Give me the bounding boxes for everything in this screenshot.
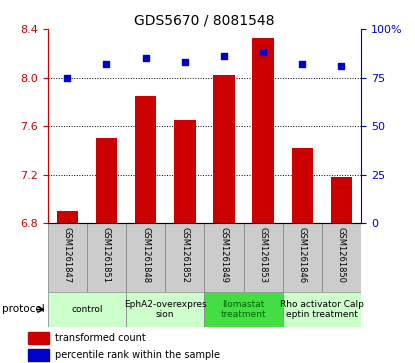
Bar (283, 292, 361, 327)
Text: GSM1261848: GSM1261848 (141, 227, 150, 283)
Point (221, 53, 227, 59)
Bar (165, 223, 204, 292)
Bar (205, 223, 244, 292)
Point (338, 63, 345, 69)
Bar (28, 349, 49, 361)
Bar (205, 292, 283, 327)
Point (103, 61, 110, 67)
Text: protocol: protocol (2, 305, 45, 314)
Bar (322, 223, 361, 292)
Bar (283, 223, 322, 292)
Bar (244, 223, 283, 292)
Text: Ilomastat
treatment: Ilomastat treatment (221, 300, 266, 319)
Bar (331, 177, 352, 223)
Text: control: control (71, 305, 103, 314)
Text: percentile rank within the sample: percentile rank within the sample (55, 350, 220, 360)
Text: GSM1261852: GSM1261852 (180, 227, 189, 283)
Bar (96, 138, 117, 223)
Bar (135, 96, 156, 223)
Text: GSM1261847: GSM1261847 (63, 227, 72, 283)
Bar (87, 223, 126, 292)
Bar (48, 223, 87, 292)
Bar (48, 292, 126, 327)
Text: transformed count: transformed count (55, 333, 146, 343)
Bar (291, 148, 313, 223)
Bar (174, 120, 195, 223)
Text: GSM1261851: GSM1261851 (102, 227, 111, 283)
Point (142, 55, 149, 61)
Bar (126, 223, 165, 292)
Bar (28, 332, 49, 344)
Text: GSM1261853: GSM1261853 (259, 227, 268, 283)
Point (181, 59, 188, 65)
Point (260, 49, 266, 55)
Text: GSM1261846: GSM1261846 (298, 227, 307, 283)
Bar (56, 211, 78, 223)
Text: Rho activator Calp
eptin treatment: Rho activator Calp eptin treatment (280, 300, 364, 319)
Text: GSM1261850: GSM1261850 (337, 227, 346, 283)
Text: EphA2-overexpres
sion: EphA2-overexpres sion (124, 300, 207, 319)
Bar (213, 75, 235, 223)
Point (299, 61, 305, 67)
Bar (126, 292, 205, 327)
Bar (252, 37, 274, 223)
Text: GSM1261849: GSM1261849 (220, 227, 229, 283)
Point (64, 75, 71, 81)
Title: GDS5670 / 8081548: GDS5670 / 8081548 (134, 14, 275, 28)
